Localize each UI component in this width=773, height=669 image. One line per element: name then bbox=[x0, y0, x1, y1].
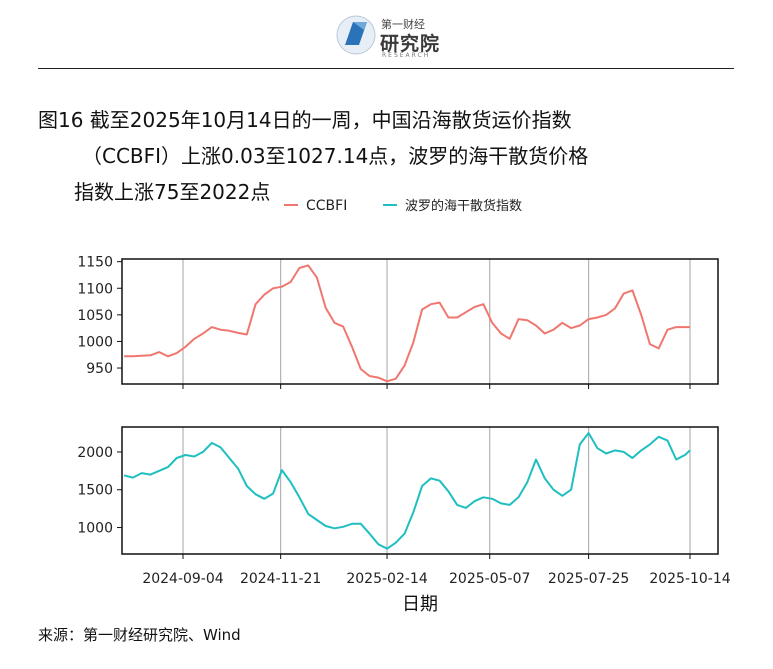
x-tick-label: 2024-11-21 bbox=[240, 571, 321, 587]
y-tick-label: 1000 bbox=[77, 334, 113, 350]
series-line-bdi bbox=[123, 432, 691, 550]
logo-text-main: 研究院 bbox=[380, 33, 441, 55]
logo-text-research: RESEARCH bbox=[382, 52, 431, 59]
y-tick-label: 1100 bbox=[77, 281, 113, 297]
y-tick-label: 1050 bbox=[77, 308, 113, 324]
x-tick-label: 2024-09-04 bbox=[142, 571, 223, 587]
logo-emblem-icon bbox=[336, 15, 376, 55]
x-tick-label: 2025-10-14 bbox=[649, 571, 730, 587]
y-tick-label: 1150 bbox=[77, 255, 113, 271]
figure-title-line-1: 图16 截至2025年10月14日的一周，中国沿海散货运价指数 bbox=[38, 108, 572, 132]
figure-title-line-3: 指数上涨75至2022点 bbox=[74, 180, 271, 204]
x-tick-label: 2025-02-14 bbox=[346, 571, 427, 587]
header-divider bbox=[38, 68, 734, 69]
research-logo: 第一财经 研究院 RESEARCH bbox=[336, 10, 446, 60]
chart-panel-1: 950 1000 1050 1100 1150 bbox=[77, 255, 719, 389]
x-tick-label: 2025-07-25 bbox=[548, 571, 629, 587]
x-tick-label: 2025-05-07 bbox=[449, 571, 530, 587]
y-tick-label: 1000 bbox=[77, 521, 113, 537]
chart-panel-2: 1000 1500 2000 bbox=[77, 426, 719, 559]
y-tick-label: 1500 bbox=[77, 483, 113, 499]
panel-frame bbox=[121, 426, 719, 555]
source-note: 来源：第一财经研究院、Wind bbox=[38, 626, 241, 644]
y-tick-label: 2000 bbox=[77, 445, 113, 461]
y-tick-label: 950 bbox=[86, 361, 113, 377]
x-axis-title: 日期 bbox=[402, 594, 438, 615]
chart-legend: CCBFI 波罗的海干散货指数 bbox=[284, 198, 522, 214]
legend-label: 波罗的海干散货指数 bbox=[405, 198, 522, 214]
figure-title: 图16 截至2025年10月14日的一周，中国沿海散货运价指数 （CCBFI）上… bbox=[38, 102, 738, 210]
series-line-ccbfi bbox=[124, 264, 690, 383]
legend-label: CCBFI bbox=[306, 198, 347, 214]
panel-frame bbox=[121, 258, 719, 385]
logo-text-small: 第一财经 bbox=[381, 18, 425, 31]
figure-title-line-2: （CCBFI）上涨0.03至1027.14点，波罗的海干散货价格 bbox=[82, 144, 589, 168]
